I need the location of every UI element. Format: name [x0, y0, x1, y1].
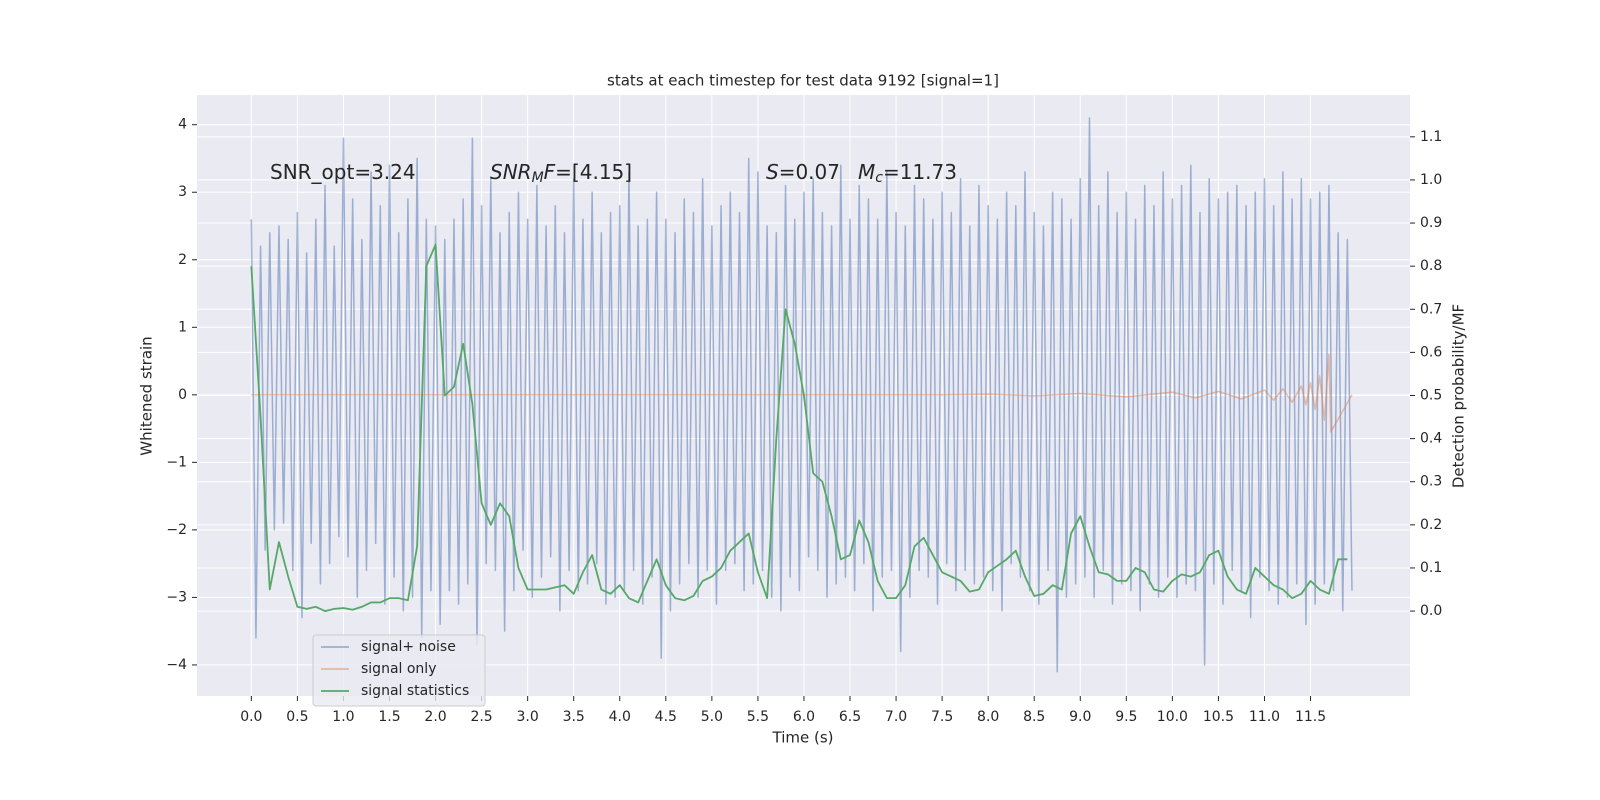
- x-tick-label: 8.0: [977, 709, 999, 725]
- annotation: S=0.07: [766, 160, 840, 184]
- y-tick-label: 4: [178, 117, 187, 133]
- y2-tick-label: 0.1: [1420, 560, 1442, 576]
- y-tick-label: −4: [166, 657, 187, 673]
- annotation-part: M: [532, 170, 544, 186]
- y-axis-label: Whitened strain: [138, 336, 156, 455]
- y2-tick-label: 0.4: [1420, 431, 1442, 447]
- y2-tick-label: 0.2: [1420, 517, 1442, 533]
- annotation-part: F: [544, 160, 556, 184]
- legend-label: signal statistics: [361, 683, 469, 699]
- x-tick-label: 2.5: [470, 709, 492, 725]
- annotation-part: M: [858, 160, 875, 184]
- legend-label: signal+ noise: [361, 639, 456, 655]
- legend-box: [312, 634, 486, 707]
- y2-tick-label: 0.6: [1420, 344, 1442, 360]
- x-axis-label: Time (s): [772, 729, 834, 747]
- y-tick-label: −1: [166, 454, 187, 470]
- x-tick-label: 5.0: [701, 709, 723, 725]
- y-tick-label: 0: [178, 387, 187, 403]
- x-tick-label: 10.5: [1203, 709, 1234, 725]
- y2-tick-label: 0.3: [1420, 474, 1442, 490]
- y2-axis-label: Detection probability/MF: [1450, 304, 1468, 488]
- x-tick-label: 4.0: [609, 709, 631, 725]
- x-tick-label: 5.5: [747, 709, 769, 725]
- series-line: [251, 353, 1353, 433]
- y2-tick-label: 1.0: [1420, 172, 1442, 188]
- chart-title: stats at each timestep for test data 919…: [607, 72, 999, 90]
- annotation-part: S: [766, 160, 779, 184]
- y2-tick-label: 0.7: [1420, 301, 1442, 317]
- annotation-part: SNR_opt=3.24: [270, 160, 416, 184]
- y-tick-label: −2: [166, 522, 187, 538]
- x-tick-label: 10.0: [1157, 709, 1188, 725]
- x-tick-label: 9.5: [1115, 709, 1137, 725]
- x-tick-label: 2.0: [424, 709, 446, 725]
- x-tick-label: 3.5: [563, 709, 585, 725]
- x-tick-label: 11.0: [1249, 709, 1280, 725]
- x-tick-label: 0.5: [286, 709, 308, 725]
- y-tick-label: 3: [178, 184, 187, 200]
- x-tick-label: 6.5: [839, 709, 861, 725]
- y-tick-label: −3: [166, 589, 187, 605]
- x-tick-label: 11.5: [1295, 709, 1326, 725]
- x-tick-label: 1.5: [378, 709, 400, 725]
- annotation: SNR_opt=3.24: [270, 160, 416, 184]
- annotation-part: c: [875, 170, 883, 186]
- y2-tick-label: 1.1: [1420, 129, 1442, 145]
- y2-tick-label: 0.0: [1420, 603, 1442, 619]
- x-tick-label: 6.0: [793, 709, 815, 725]
- annotation-part: =0.07: [779, 160, 840, 184]
- annotation-part: SNR: [490, 160, 532, 184]
- annotation: SNRMF=[4.15]: [490, 160, 632, 187]
- y-tick-label: 1: [178, 319, 187, 335]
- x-tick-label: 0.0: [240, 709, 262, 725]
- x-tick-label: 1.0: [332, 709, 354, 725]
- annotation-part: =[4.15]: [555, 160, 632, 184]
- annotation-part: =11.73: [883, 160, 957, 184]
- y2-tick-label: 0.5: [1420, 388, 1442, 404]
- y2-tick-label: 0.8: [1420, 258, 1442, 274]
- x-tick-label: 7.0: [885, 709, 907, 725]
- y-tick-label: 2: [178, 252, 187, 268]
- legend-label: signal only: [361, 661, 436, 677]
- series-line: [250, 243, 1348, 612]
- x-tick-label: 7.5: [931, 709, 953, 725]
- x-tick-label: 8.5: [1023, 709, 1045, 725]
- x-tick-label: 9.0: [1069, 709, 1091, 725]
- x-tick-label: 4.5: [655, 709, 677, 725]
- series-line: [250, 117, 1353, 673]
- x-tick-label: 3.0: [517, 709, 539, 725]
- annotation: Mc=11.73: [858, 160, 957, 187]
- y2-tick-label: 0.9: [1420, 215, 1442, 231]
